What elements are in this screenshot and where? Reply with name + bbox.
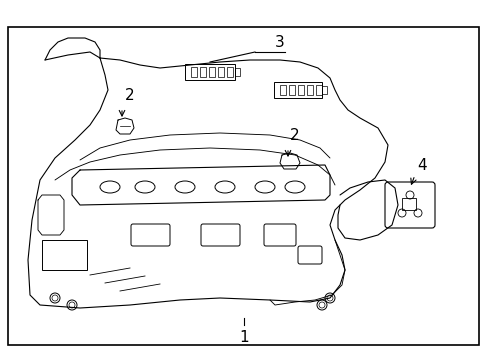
Ellipse shape [285,181,305,193]
Bar [226,67,232,77]
Bar [315,85,321,95]
Bar [8,27,478,345]
Ellipse shape [254,181,274,193]
Bar [273,82,321,98]
Bar [306,85,312,95]
Bar [280,85,285,95]
Bar [218,67,224,77]
Bar [297,85,304,95]
Bar [235,68,240,76]
Ellipse shape [100,181,120,193]
Text: 2: 2 [125,87,135,103]
Bar [401,198,415,210]
Text: 2: 2 [289,127,299,143]
Text: 1: 1 [239,330,248,346]
Bar [288,85,294,95]
Ellipse shape [135,181,155,193]
Text: 3: 3 [275,35,285,50]
Ellipse shape [215,181,235,193]
Bar [191,67,197,77]
Bar [200,67,205,77]
Bar [208,67,215,77]
Text: 4: 4 [416,158,426,172]
Bar [42,240,87,270]
Ellipse shape [175,181,195,193]
Bar [184,64,235,80]
Bar [321,86,326,94]
